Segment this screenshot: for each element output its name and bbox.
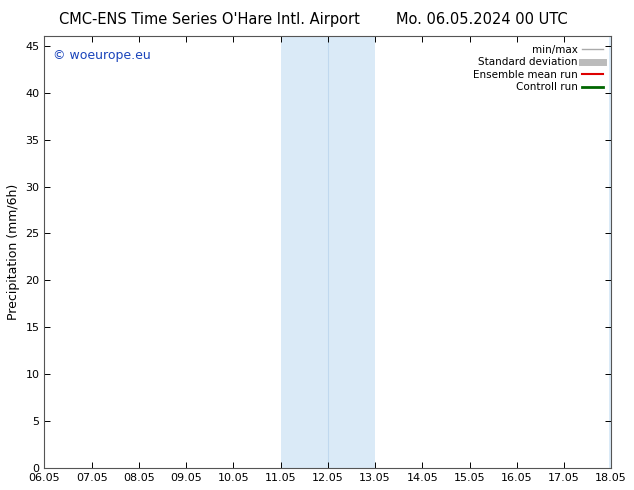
Legend: min/max, Standard deviation, Ensemble mean run, Controll run: min/max, Standard deviation, Ensemble me… — [470, 42, 606, 96]
Y-axis label: Precipitation (mm/6h): Precipitation (mm/6h) — [7, 184, 20, 320]
Bar — [328, 36, 375, 468]
Bar — [281, 36, 328, 468]
Text: Mo. 06.05.2024 00 UTC: Mo. 06.05.2024 00 UTC — [396, 12, 567, 27]
Bar — [609, 36, 611, 468]
Text: © woeurope.eu: © woeurope.eu — [53, 49, 151, 62]
Text: CMC-ENS Time Series O'Hare Intl. Airport: CMC-ENS Time Series O'Hare Intl. Airport — [59, 12, 359, 27]
